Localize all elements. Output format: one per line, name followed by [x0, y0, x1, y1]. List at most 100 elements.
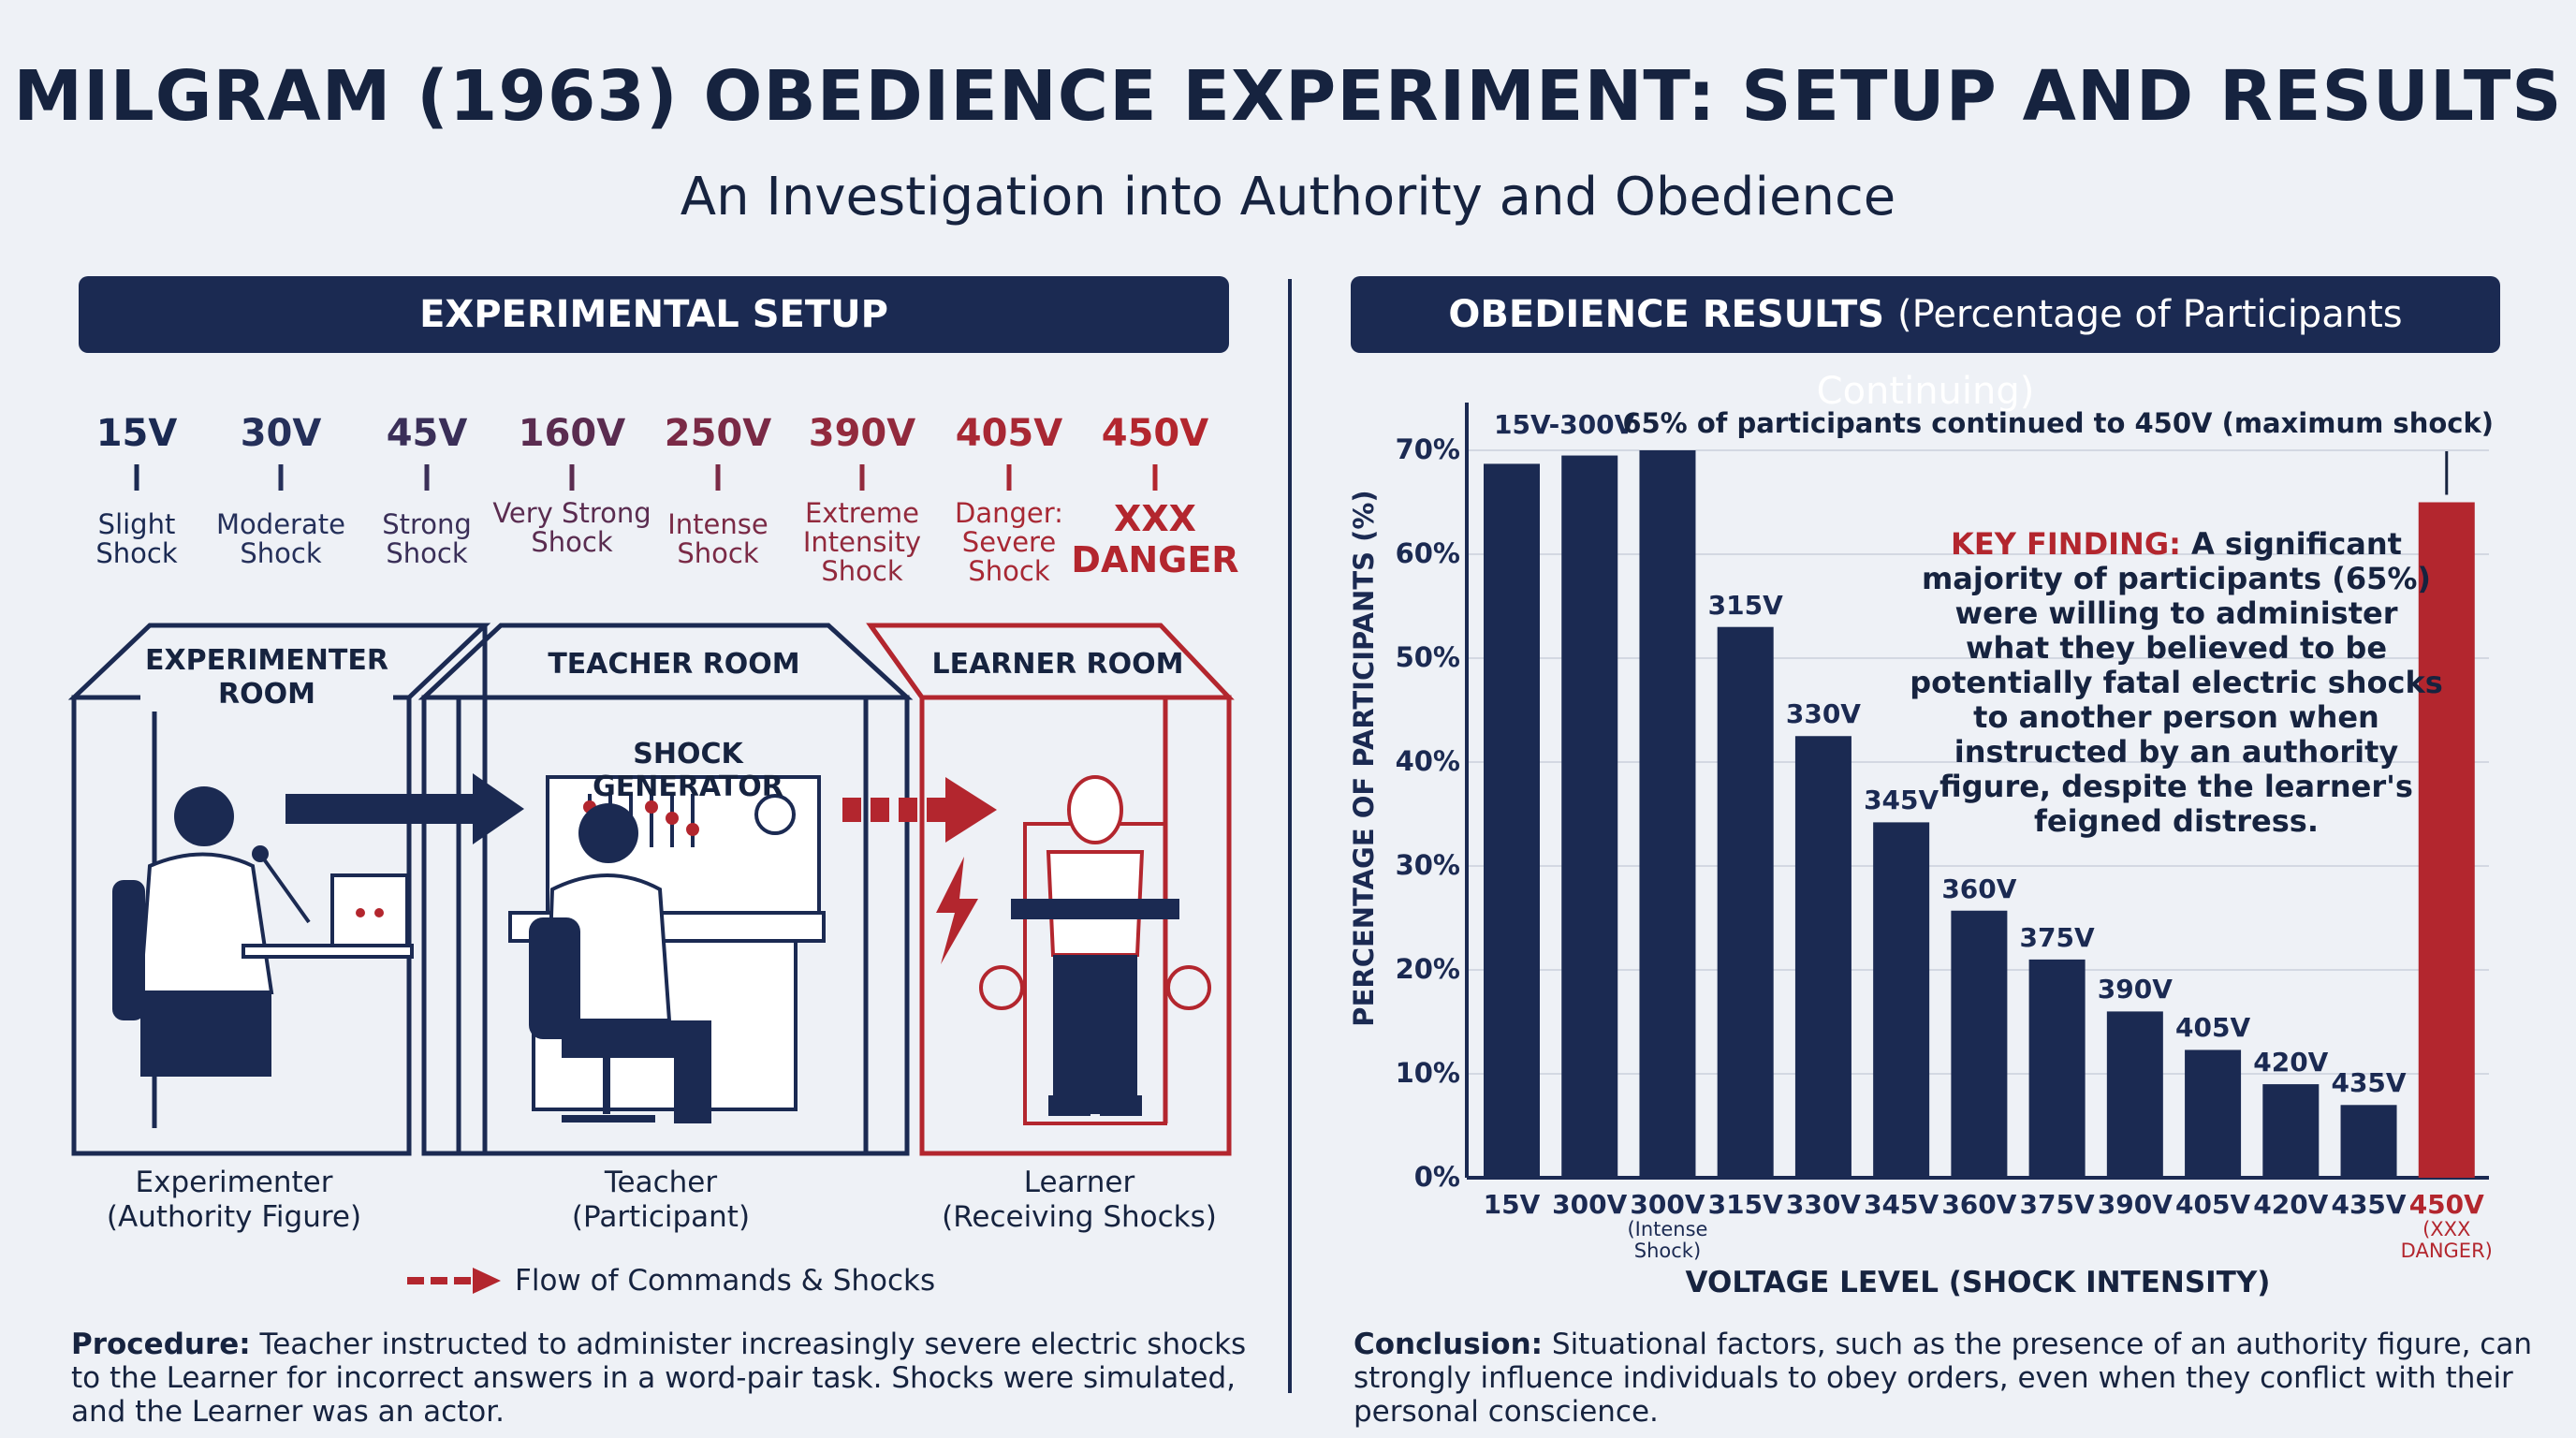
caption-line: (Participant): [571, 1200, 751, 1234]
y-tick-label: 40%: [1395, 745, 1460, 777]
teacher-figure: [529, 803, 711, 1123]
experimenter-caption: Experimenter (Authority Figure): [47, 1166, 421, 1235]
caption-line: (Authority Figure): [106, 1200, 362, 1234]
y-tick-label: 0%: [1413, 1161, 1460, 1193]
y-tick-label: 30%: [1395, 849, 1460, 881]
lightning-icon: [936, 857, 978, 964]
bar-label: 330V: [1785, 698, 1861, 730]
bar-label: 315V: [1707, 589, 1783, 621]
x-tick-label: 360V: [1941, 1189, 2017, 1220]
bar-390V: [2106, 1011, 2163, 1178]
y-tick-label: 10%: [1395, 1057, 1460, 1089]
procedure-body: Teacher instructed to administer increas…: [71, 1328, 1247, 1429]
setup-header: EXPERIMENTAL SETUP: [79, 276, 1229, 353]
scale-description: Slight Shock: [95, 508, 178, 569]
bar-420V: [2262, 1084, 2320, 1178]
bar-450V: [2418, 502, 2475, 1178]
legend-label: Flow of Commands & Shocks: [515, 1264, 936, 1298]
bar-label: 405V: [2175, 1012, 2251, 1044]
max-annotation: 65% of participants continued to 450V (m…: [1622, 407, 2494, 439]
slider-knob: [666, 812, 679, 825]
teacher-room: [417, 623, 914, 1156]
bar-label: 420V: [2253, 1047, 2329, 1078]
scale-description: Danger: Severe Shock: [955, 497, 1063, 587]
bar-15V: [1484, 463, 1540, 1178]
key-finding: KEY FINDING: A significant majority of p…: [1910, 527, 2443, 839]
bar-label: 360V: [1941, 873, 2017, 904]
bar-300V: [1561, 455, 1618, 1178]
x-tick-label: 330V: [1785, 1189, 1861, 1220]
bar-345V: [1873, 822, 1930, 1178]
x-tick-label: 345V: [1864, 1189, 1939, 1220]
key-finding-label: KEY FINDING:: [1951, 526, 2181, 562]
bar-300V: [1639, 450, 1696, 1178]
bar-435V: [2340, 1105, 2397, 1178]
conclusion-text: Conclusion: Situational factors, such as…: [1354, 1328, 2552, 1429]
learner-room-label: LEARNER ROOM: [931, 648, 1184, 681]
bar-315V: [1717, 626, 1774, 1178]
y-tick-label: 70%: [1395, 433, 1460, 465]
shock-flow-arrow-icon: [842, 777, 997, 843]
section-divider: [1288, 279, 1292, 1393]
scale-description: Strong Shock: [382, 508, 472, 569]
command-arrow-icon: [285, 773, 524, 844]
experimenter-figure: [112, 786, 414, 1077]
key-finding-text: A significant majority of participants (…: [1910, 526, 2443, 839]
shock-generator-label: SHOCK GENERATOR: [593, 738, 783, 803]
x-tick-label: 405V: [2175, 1189, 2251, 1220]
bar-label: 345V: [1864, 785, 1939, 816]
scale-voltage: 160V: [518, 412, 626, 455]
bar-330V: [1794, 736, 1852, 1178]
teacher-caption: Teacher (Participant): [474, 1166, 848, 1235]
scale-voltage: 45V: [386, 412, 468, 455]
setup-illustration: [67, 464, 1235, 1294]
group-annotation: 15V-300V: [1494, 409, 1635, 440]
x-tick-label: 300V: [1630, 1189, 1705, 1220]
x-tick-label: 300V: [1552, 1189, 1628, 1220]
x-tick-sublabel: (XXX DANGER): [2400, 1218, 2493, 1262]
y-tick-label: 60%: [1395, 537, 1460, 569]
bar-label: 375V: [2019, 921, 2095, 953]
x-tick-label: 315V: [1707, 1189, 1783, 1220]
scale-description: Very Strong Shock: [492, 497, 651, 558]
scale-voltage: 30V: [240, 412, 322, 455]
bar-label: 390V: [2097, 974, 2173, 1005]
bar-375V: [2028, 959, 2086, 1178]
caption-line: Learner: [1023, 1166, 1135, 1199]
procedure-label: Procedure:: [71, 1328, 251, 1361]
scale-voltage: 250V: [664, 412, 772, 455]
scale-voltage: 450V: [1101, 412, 1209, 455]
conclusion-label: Conclusion:: [1354, 1328, 1544, 1361]
x-tick-label: 435V: [2331, 1189, 2407, 1220]
x-tick-label: 390V: [2097, 1189, 2173, 1220]
results-header-bold: OBEDIENCE RESULTS: [1448, 293, 1885, 336]
scale-voltage: 15V: [95, 412, 178, 455]
learner-caption: Learner (Receiving Shocks): [892, 1166, 1266, 1235]
scale-voltage: 390V: [808, 412, 916, 455]
x-tick-sublabel: (Intense Shock): [1627, 1218, 1708, 1262]
procedure-text: Procedure: Teacher instructed to adminis…: [71, 1328, 1279, 1429]
results-header: OBEDIENCE RESULTS (Percentage of Partici…: [1351, 276, 2500, 413]
x-axis-title: VOLTAGE LEVEL (SHOCK INTENSITY): [1685, 1266, 2271, 1299]
x-tick-label: 450V: [2408, 1189, 2484, 1220]
scale-description: Extreme Intensity Shock: [802, 497, 922, 587]
teacher-room-label: TEACHER ROOM: [548, 648, 800, 681]
caption-line: (Receiving Shocks): [942, 1200, 1217, 1234]
slider-knob: [645, 800, 658, 814]
x-tick-label: 375V: [2019, 1189, 2095, 1220]
y-axis-title: PERCENTAGE OF PARTICIPANTS (%): [1348, 490, 1380, 1027]
y-tick-label: 20%: [1395, 953, 1460, 985]
y-tick-label: 50%: [1395, 641, 1460, 673]
scale-description: XXX DANGER: [1071, 498, 1239, 580]
caption-line: Experimenter: [135, 1166, 333, 1199]
legend-arrow-icon: [407, 1268, 501, 1294]
experimenter-room-label: EXPERIMENTER ROOM: [140, 644, 393, 712]
x-tick-label: 15V: [1483, 1189, 1541, 1220]
scale-description: Intense Shock: [667, 508, 768, 569]
scale-description: Moderate Shock: [216, 508, 345, 569]
bar-360V: [1951, 910, 2008, 1178]
page-subtitle: An Investigation into Authority and Obed…: [680, 167, 1896, 227]
scale-voltage: 405V: [955, 412, 1063, 455]
conclusion-body: Situational factors, such as the presenc…: [1354, 1328, 2532, 1429]
learner-figure: [979, 775, 1211, 1125]
